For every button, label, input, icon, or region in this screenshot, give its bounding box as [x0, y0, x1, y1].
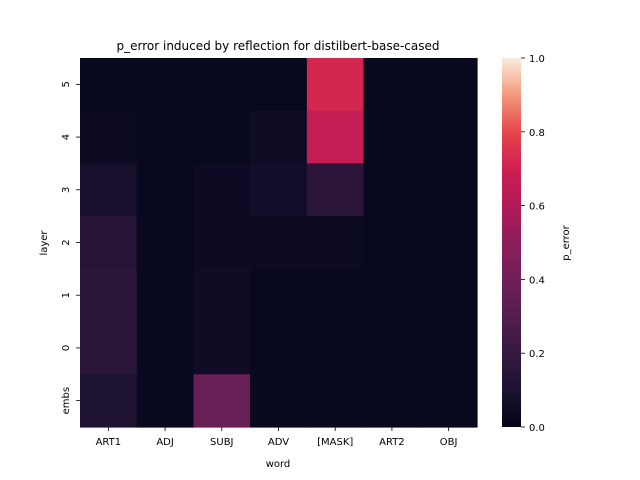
colorbar-tick-label: 1.0: [529, 54, 545, 65]
colorbar: [502, 58, 521, 427]
heatmap-cell: [136, 374, 195, 428]
heatmap-cell: [80, 216, 138, 270]
heatmap-cell: [363, 268, 421, 323]
heatmap-cell: [136, 321, 195, 375]
heatmap-cell: [250, 321, 308, 375]
heatmap-cell: [250, 58, 308, 112]
heatmap-cell: [306, 163, 365, 217]
y-axis-label: layer: [39, 230, 50, 256]
heatmap-cell: [193, 374, 251, 428]
colorbar-label: p_error: [561, 224, 572, 260]
colorbar-tick-label: 0.4: [529, 275, 545, 286]
heatmap-cell: [420, 321, 478, 375]
colorbar-ticks: 0.0 0.2 0.4 0.6 0.8 1.0: [521, 54, 545, 434]
heatmap-cell: [193, 110, 251, 165]
heatmap-cell: [193, 58, 251, 112]
x-axis-ticks: ART1 ADJ SUBJ ADV [MASK] ART2 OBJ: [96, 427, 458, 448]
heatmap-cell: [420, 268, 478, 323]
x-tick-label: [MASK]: [317, 437, 353, 448]
heatmap-cell: [80, 374, 138, 428]
x-tick-label: ADV: [268, 437, 289, 448]
heatmap-cell: [363, 216, 421, 270]
x-tick-label: OBJ: [440, 437, 458, 448]
heatmap-cell: [80, 163, 138, 217]
heatmap-cell: [193, 163, 251, 217]
colorbar-tick-label: 0.6: [529, 202, 545, 213]
heatmap-cell: [250, 216, 308, 270]
heatmap-cell: [306, 216, 365, 270]
heatmap-cell: [420, 216, 478, 270]
y-axis-ticks: 5 4 3 2 1 0 embs: [61, 81, 80, 414]
chart-title: p_error induced by reflection for distil…: [117, 39, 440, 53]
x-axis-label: word: [266, 459, 291, 470]
heatmap-cell: [193, 321, 251, 375]
x-tick-label: ART1: [96, 437, 122, 448]
heatmap-cells: [80, 58, 478, 428]
y-tick-label: 2: [61, 239, 72, 245]
heatmap-cell: [420, 58, 478, 112]
heatmap-cell: [306, 110, 365, 165]
y-tick-label: 3: [61, 187, 72, 193]
x-tick-label: ADJ: [156, 437, 174, 448]
heatmap-cell: [250, 163, 308, 217]
heatmap-cell: [136, 163, 195, 217]
heatmap-cell: [306, 321, 365, 375]
heatmap-cell: [363, 58, 421, 112]
y-tick-label: 1: [61, 292, 72, 298]
heatmap-cell: [136, 216, 195, 270]
heatmap-cell: [306, 58, 365, 112]
x-tick-label: ART2: [379, 437, 405, 448]
heatmap-cell: [136, 268, 195, 323]
colorbar-tick-label: 0.2: [529, 349, 545, 360]
heatmap-cell: [193, 268, 251, 323]
heatmap-cell: [306, 374, 365, 428]
y-tick-label: embs: [61, 387, 72, 414]
heatmap-cell: [136, 110, 195, 165]
heatmap-cell: [363, 321, 421, 375]
heatmap-cell: [80, 110, 138, 165]
heatmap-cell: [363, 110, 421, 165]
heatmap-cell: [80, 58, 138, 112]
heatmap-cell: [250, 374, 308, 428]
y-tick-label: 4: [61, 134, 72, 140]
heatmap-cell: [306, 268, 365, 323]
heatmap-cell: [363, 163, 421, 217]
heatmap-cell: [420, 110, 478, 165]
colorbar-tick-label: 0.0: [529, 423, 545, 434]
heatmap-cell: [250, 268, 308, 323]
heatmap-cell: [136, 58, 195, 112]
heatmap-cell: [363, 374, 421, 428]
heatmap-cell: [80, 268, 138, 323]
heatmap-cell: [250, 110, 308, 165]
heatmap-cell: [420, 374, 478, 428]
colorbar-tick-label: 0.8: [529, 128, 545, 139]
heatmap-cell: [193, 216, 251, 270]
x-tick-label: SUBJ: [210, 437, 233, 448]
heatmap-cell: [420, 163, 478, 217]
y-tick-label: 0: [61, 345, 72, 351]
y-tick-label: 5: [61, 81, 72, 87]
heatmap-cell: [80, 321, 138, 375]
